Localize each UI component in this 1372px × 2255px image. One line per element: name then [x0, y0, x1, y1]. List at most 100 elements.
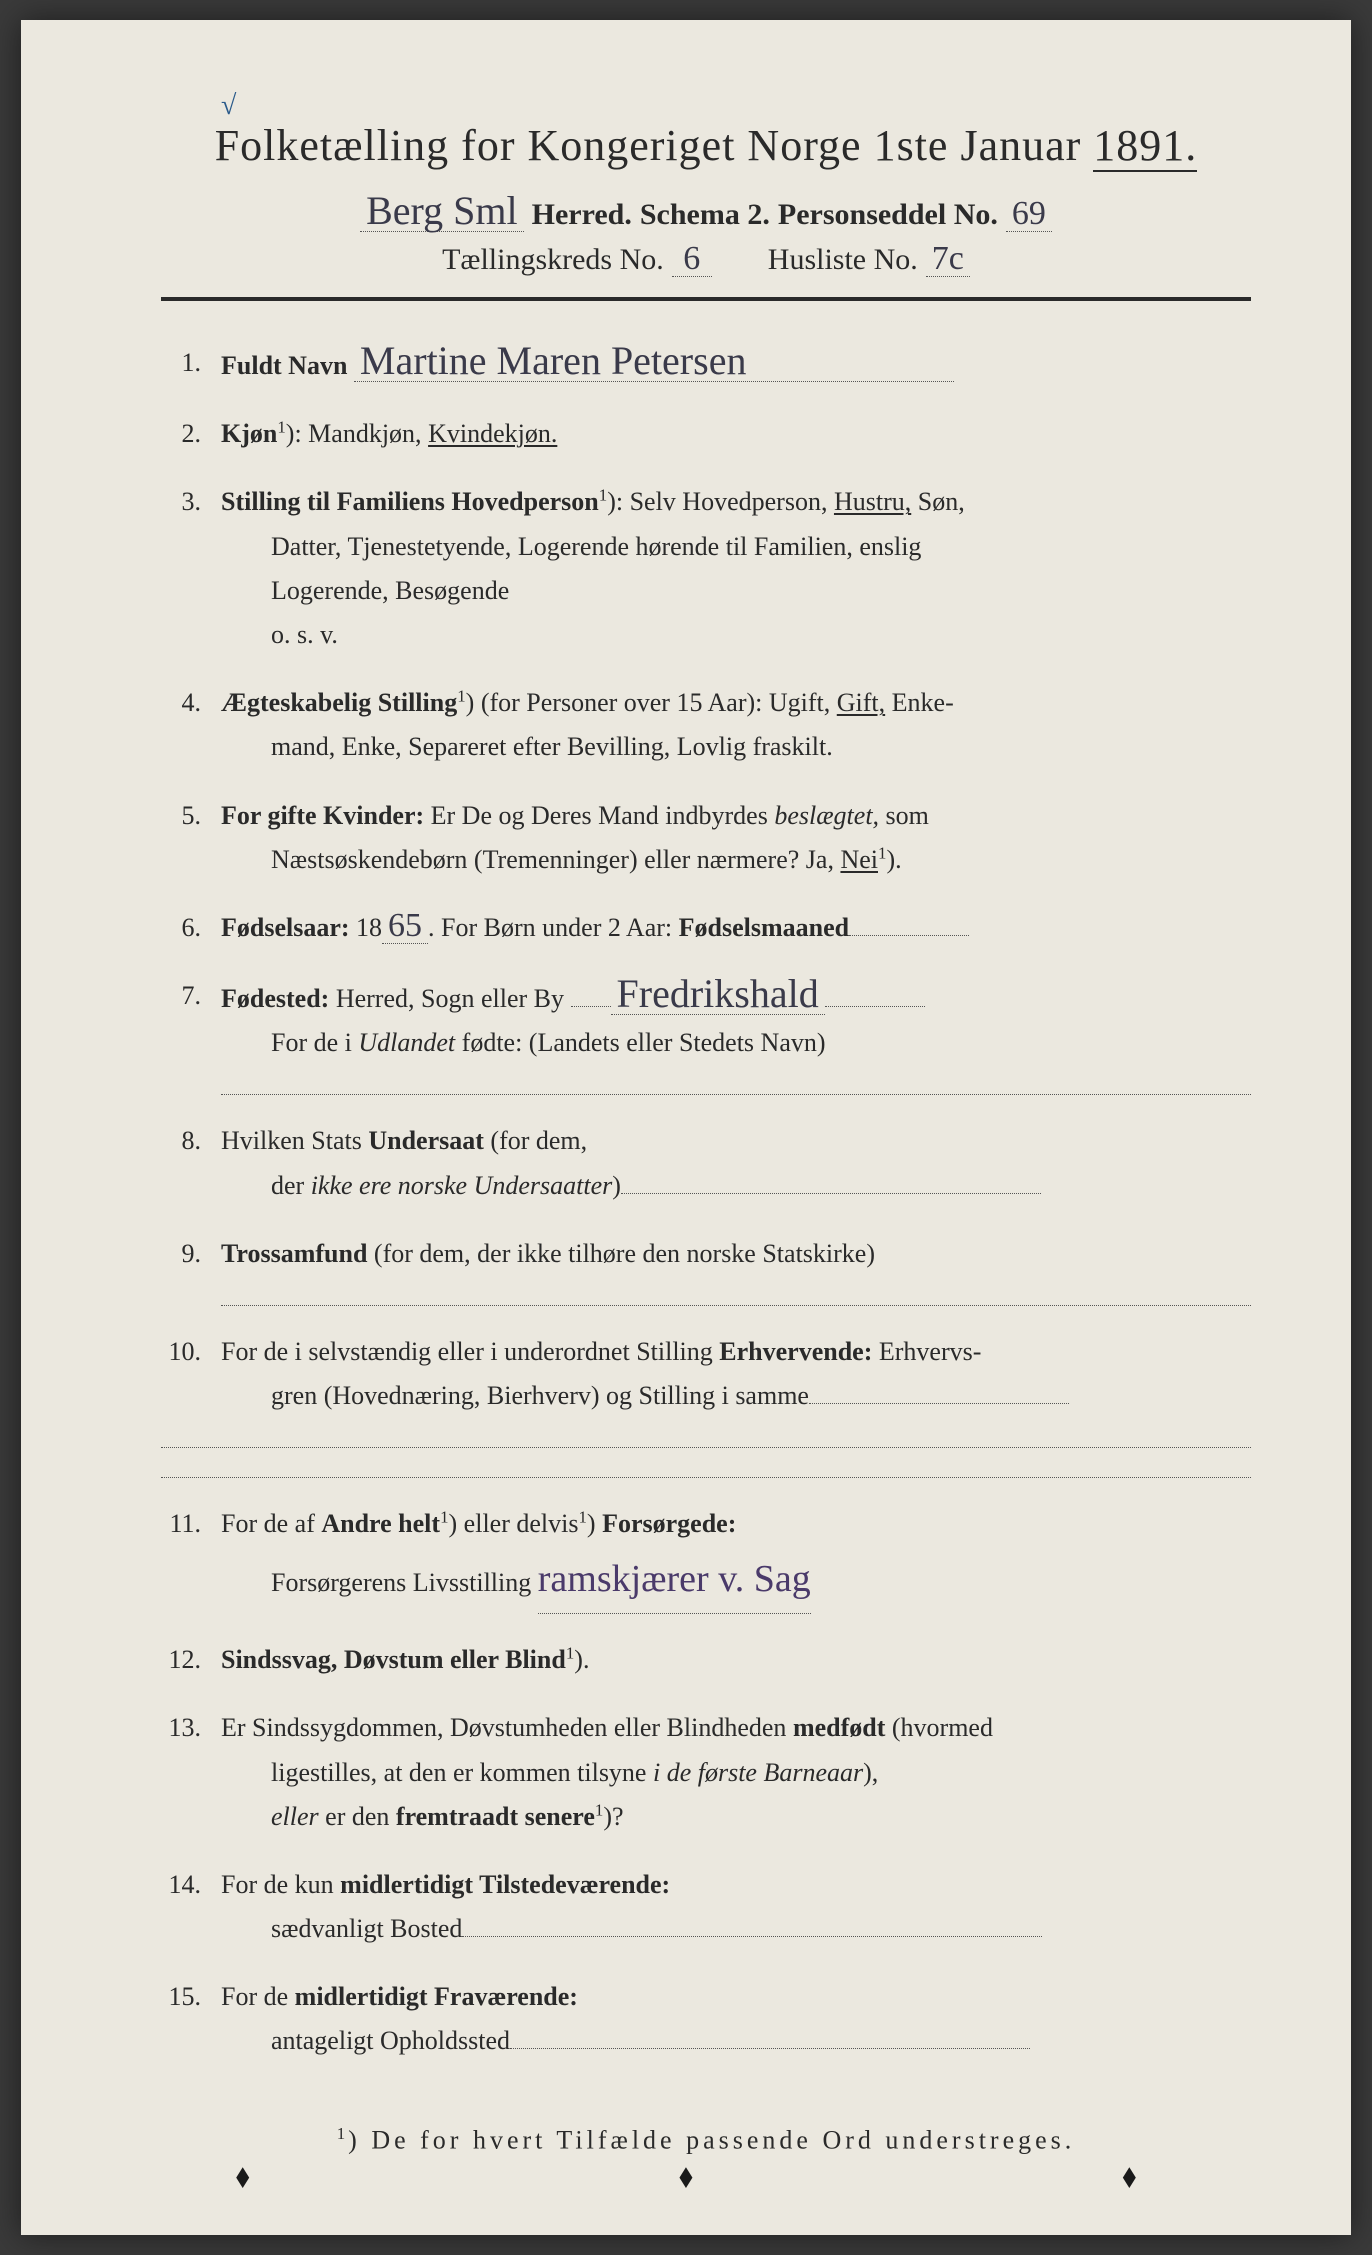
item-text: For de kun — [221, 1870, 340, 1899]
item-number: 1. — [161, 341, 221, 385]
item-15: 15. For de midlertidigt Fraværende: anta… — [161, 1975, 1251, 2063]
item-text: fødte: (Landets eller Stedets Navn) — [455, 1028, 825, 1057]
item-text: (hvormed — [885, 1713, 993, 1742]
item-line2: sædvanligt Bosted — [271, 1914, 462, 1943]
blank-field — [571, 981, 611, 1007]
item-number: 6. — [161, 906, 221, 950]
bold-text: midlertidigt Tilstedeværende: — [340, 1870, 670, 1899]
item-label: Sindssvag, Døvstum eller Blind — [221, 1645, 566, 1674]
item-text: er den — [319, 1802, 396, 1831]
item-text: ) eller delvis — [449, 1509, 579, 1538]
item-label2: Fødselsmaaned — [679, 913, 849, 942]
item-text: ). — [886, 845, 901, 874]
birth-year-handwritten: 65 — [382, 909, 428, 944]
item-text: ). — [574, 1645, 589, 1674]
item-text: ): Mandkjøn, — [286, 419, 428, 448]
item-number: 10. — [161, 1330, 221, 1374]
item-text: Erhvervs- — [872, 1337, 981, 1366]
footnote: 1) De for hvert Tilfælde passende Ord un… — [161, 2124, 1251, 2156]
binding-marks: ⬧ ⬧ ⬧ — [21, 2157, 1351, 2195]
kreds-no-handwritten: 6 — [672, 242, 712, 277]
herred-label: Herred. — [532, 198, 632, 232]
item-label: Fødested: — [221, 984, 329, 1013]
item-line2: Forsørgerens Livsstilling — [271, 1568, 531, 1597]
item-12: 12. Sindssvag, Døvstum eller Blind1). — [161, 1638, 1251, 1682]
item-line2: Datter, Tjenestetyende, Logerende hørend… — [221, 525, 1251, 569]
schema-label: Schema 2. — [640, 198, 770, 232]
item-text: ) — [587, 1509, 602, 1538]
form-header: Folketælling for Kongeriget Norge 1ste J… — [161, 120, 1251, 277]
blank-field — [849, 910, 969, 936]
italic-text: Udlandet — [358, 1028, 455, 1057]
bold-text: Undersaat — [368, 1126, 484, 1155]
item-line2: der — [271, 1171, 311, 1200]
header-row-1: Berg Sml Herred. Schema 2. Personseddel … — [161, 191, 1251, 232]
item-line2: For de i — [271, 1028, 358, 1057]
item-text: Enke- — [885, 688, 954, 717]
item-label: Trossamfund — [221, 1239, 367, 1268]
husliste-no-handwritten: 7c — [926, 242, 970, 277]
item-text: 18 — [350, 913, 383, 942]
item-text: Er Sindssygdommen, Døvstumheden eller Bl… — [221, 1713, 793, 1742]
item-text: ) — [612, 1171, 621, 1200]
blank-line — [161, 1424, 1251, 1448]
birthplace-handwritten: Fredrikshald — [611, 974, 825, 1015]
blank-field — [462, 1911, 1042, 1937]
item-label: Stilling til Familiens Hovedperson — [221, 487, 599, 516]
item-6: 6. Fødselsaar: 1865. For Børn under 2 Aa… — [161, 906, 1251, 950]
herred-handwritten: Berg Sml — [360, 191, 524, 232]
husliste-label: Husliste No. — [768, 243, 918, 277]
selected-value: Kvindekjøn. — [428, 419, 557, 448]
item-label: Fødselsaar: — [221, 913, 350, 942]
item-text: )? — [603, 1802, 623, 1831]
item-number: 12. — [161, 1638, 221, 1682]
item-text: For de i selvstændig eller i underordnet… — [221, 1337, 719, 1366]
kreds-label: Tællingskreds No. — [442, 243, 664, 277]
form-title: Folketælling for Kongeriget Norge 1ste J… — [161, 120, 1251, 171]
footnote-ref: 1 — [566, 1644, 574, 1663]
mark-icon: ⬧ — [235, 2157, 249, 2195]
item-number: 14. — [161, 1863, 221, 1907]
item-text: Herred, Sogn eller By — [329, 984, 564, 1013]
item-label: Kjøn — [221, 419, 277, 448]
footnote-ref: 1 — [440, 1508, 448, 1527]
blank-line — [221, 1071, 1251, 1095]
full-name-handwritten: Martine Maren Petersen — [354, 341, 954, 382]
item-text: . For Børn under 2 Aar: — [428, 913, 679, 942]
item-8: 8. Hvilken Stats Undersaat (for dem, der… — [161, 1119, 1251, 1207]
blank-line — [161, 1454, 1251, 1478]
item-4: 4. Ægteskabelig Stilling1) (for Personer… — [161, 681, 1251, 769]
item-11: 11. For de af Andre helt1) eller delvis1… — [161, 1502, 1251, 1614]
item-line4: o. s. v. — [221, 613, 1251, 657]
item-text: ): Selv Hovedperson, — [607, 487, 834, 516]
item-number: 9. — [161, 1232, 221, 1276]
item-number: 15. — [161, 1975, 221, 2019]
census-form-page: √ Folketælling for Kongeriget Norge 1ste… — [21, 20, 1351, 2235]
personseddel-no-handwritten: 69 — [1006, 197, 1052, 232]
selected-value: Hustru, — [834, 487, 911, 516]
italic-text: beslægtet, — [774, 801, 879, 830]
item-number: 13. — [161, 1706, 221, 1750]
item-line2: antageligt Opholdssted — [271, 2026, 510, 2055]
item-13: 13. Er Sindssygdommen, Døvstumheden elle… — [161, 1706, 1251, 1839]
title-text: Folketælling for Kongeriget Norge 1ste J… — [215, 121, 1094, 170]
personseddel-label: Personseddel No. — [778, 198, 998, 232]
item-line2: ligestilles, at den er kommen tilsyne — [271, 1758, 653, 1787]
italic-text: i de første Barneaar — [653, 1758, 863, 1787]
bold-text: Erhvervende: — [719, 1337, 872, 1366]
footnote-ref: 1 — [578, 1508, 586, 1527]
item-5: 5. For gifte Kvinder: Er De og Deres Man… — [161, 794, 1251, 882]
header-divider — [161, 297, 1251, 301]
item-14: 14. For de kun midlertidigt Tilstedevære… — [161, 1863, 1251, 1951]
item-number: 7. — [161, 974, 221, 1018]
item-text: For de — [221, 1982, 295, 2011]
item-2: 2. Kjøn1): Mandkjøn, Kvindekjøn. — [161, 412, 1251, 456]
item-7: 7. Fødested: Herred, Sogn eller By Fredr… — [161, 974, 1251, 1095]
blank-field — [809, 1378, 1069, 1404]
blank-field — [621, 1168, 1041, 1194]
item-label: Ægteskabelig Stilling — [221, 688, 457, 717]
footnote-ref: 1 — [599, 486, 607, 505]
item-text: Søn, — [911, 487, 964, 516]
bold-text: midlertidigt Fraværende: — [295, 1982, 578, 2011]
item-line2: gren (Hovednæring, Bierhverv) og Stillin… — [271, 1381, 809, 1410]
